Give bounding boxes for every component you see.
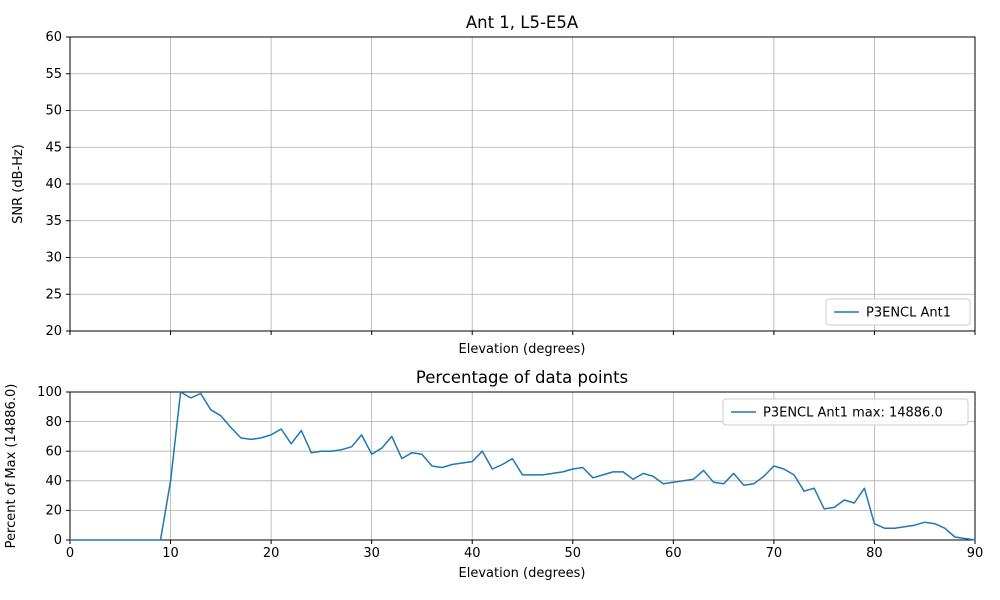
percentage-legend-label: P3ENCL Ant1 max: 14886.0 [763, 406, 943, 421]
x-tick-label: 40 [464, 546, 481, 561]
y-tick-label: 60 [45, 444, 62, 459]
y-tick-label: 40 [45, 474, 62, 489]
x-tick-label: 50 [565, 546, 582, 561]
y-tick-label: 50 [45, 104, 62, 119]
y-tick-label: 55 [45, 67, 62, 82]
snr-yaxis-label: SNR (dB-Hz) [11, 144, 26, 224]
percentage-plot-area: 0 10 20 30 40 50 60 70 80 90 0 20 40 60 80 100 [37, 385, 983, 561]
snr-legend-label: P3ENCL Ant1 [866, 306, 951, 321]
x-tick-label: 30 [363, 546, 380, 561]
y-tick-label: 0 [54, 533, 62, 548]
y-tick-label: 35 [45, 214, 62, 229]
snr-plot-area: 20 25 30 35 40 45 50 55 60 [45, 30, 976, 339]
snr-legend: P3ENCL Ant1 [825, 298, 971, 326]
x-tick-label: 10 [162, 546, 179, 561]
y-tick-label: 100 [37, 385, 62, 400]
snr-chart-title: Ant 1, L5-E5A [466, 13, 579, 32]
y-tick-label: 20 [45, 504, 62, 519]
percentage-legend-frame [722, 398, 969, 426]
snr-chart: Ant 1, L5-E5A 20 25 30 35 40 45 50 55 60 Elevati… [11, 13, 976, 357]
y-tick-label: 40 [45, 177, 62, 192]
x-tick-label: 70 [766, 546, 783, 561]
y-tick-label: 20 [45, 324, 62, 339]
percentage-yaxis-label: Percent of Max (14886.0) [4, 384, 19, 549]
percentage-legend: P3ENCL Ant1 max: 14886.0 [722, 398, 969, 426]
x-tick-label: 60 [665, 546, 682, 561]
snr-legend-frame [825, 298, 971, 326]
y-tick-label: 45 [45, 140, 62, 155]
percentage-xaxis-label: Elevation (degrees) [459, 566, 586, 581]
percentage-chart: Percentage of data points 0 10 20 30 40 50 60 7… [4, 368, 983, 581]
y-tick-label: 30 [45, 251, 62, 266]
y-tick-label: 60 [45, 30, 62, 45]
data-series-line [70, 391, 976, 541]
x-tick-label: 90 [967, 546, 984, 561]
y-tick-label: 25 [45, 287, 62, 302]
snr-xaxis-label: Elevation (degrees) [459, 342, 586, 357]
percentage-chart-title: Percentage of data points [416, 368, 628, 387]
x-tick-label: 0 [66, 546, 74, 561]
y-tick-label: 80 [45, 415, 62, 430]
x-tick-label: 20 [263, 546, 280, 561]
x-tick-label: 80 [866, 546, 883, 561]
